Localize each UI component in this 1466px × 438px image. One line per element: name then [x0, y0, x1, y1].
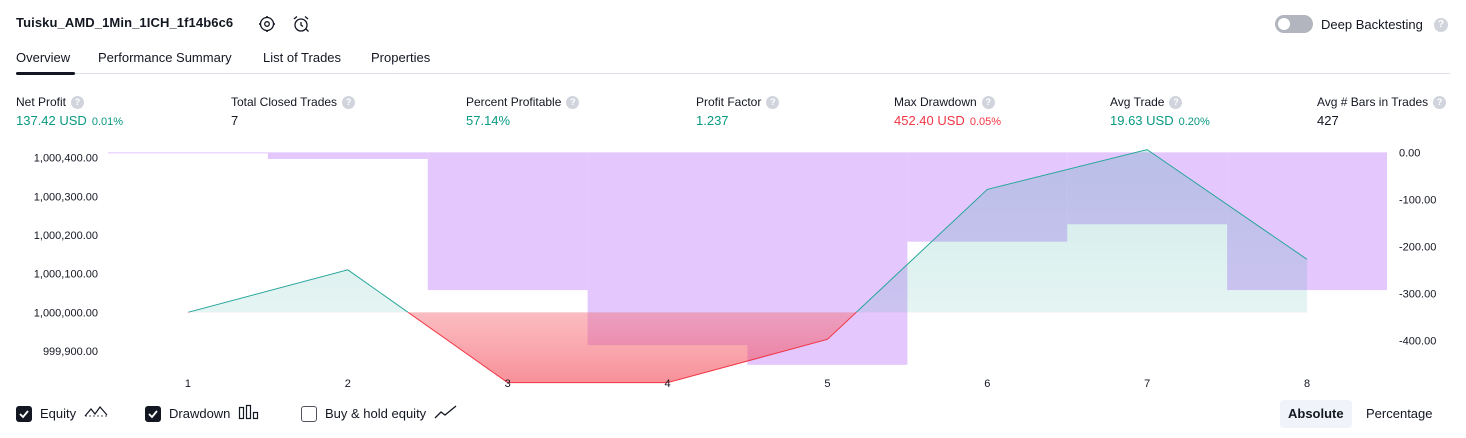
- help-icon[interactable]: ?: [342, 95, 356, 109]
- left-axis-tick: 1,000,000.00: [34, 307, 98, 319]
- help-icon[interactable]: ?: [71, 95, 85, 109]
- right-axis-tick: 0.00: [1399, 147, 1420, 159]
- equity-checkbox[interactable]: [16, 405, 32, 422]
- metric-pct-net-profit: 0.01%: [91, 116, 124, 128]
- right-axis-tick: -400.00: [1399, 335, 1436, 347]
- deep-backtesting-toggle[interactable]: [1275, 15, 1313, 33]
- right-axis-tick: -300.00: [1399, 288, 1436, 300]
- metric-value-total-closed-trades: 7: [231, 113, 239, 128]
- equity-line-icon: [84, 404, 108, 423]
- help-icon[interactable]: ?: [1169, 95, 1183, 109]
- x-axis-tick: 8: [1304, 378, 1310, 390]
- metric-label-total-closed-trades: Total Closed Trades?: [231, 95, 356, 109]
- active-tab-indicator: [16, 72, 75, 75]
- left-axis-tick: 1,000,200.00: [34, 230, 98, 242]
- metric-label-max-drawdown: Max Drawdown?: [894, 95, 995, 109]
- metric-label-profit-factor: Profit Factor?: [696, 95, 780, 109]
- left-axis-tick: 1,000,100.00: [34, 269, 98, 281]
- equity-loss-area: [187, 312, 1308, 383]
- x-axis-tick: 1: [185, 378, 191, 390]
- x-axis-tick: 3: [505, 378, 511, 390]
- legend-buy-hold[interactable]: Buy & hold equity: [301, 404, 458, 423]
- strategy-title: Tuisku_AMD_1Min_1ICH_1f14b6c6: [16, 15, 234, 30]
- percentage-mode-button[interactable]: Percentage: [1366, 406, 1433, 421]
- left-axis-tick: 999,900.00: [43, 346, 98, 358]
- equity-profit-area: [187, 149, 1308, 313]
- x-axis-tick: 7: [1144, 378, 1150, 390]
- deep-backtesting-label: Deep Backtesting: [1321, 17, 1423, 32]
- legend-equity[interactable]: Equity: [16, 404, 108, 423]
- x-axis-tick: 4: [665, 378, 671, 390]
- right-axis-tick: -100.00: [1399, 194, 1436, 206]
- tab-properties[interactable]: Properties: [371, 50, 431, 65]
- tab-performance-summary[interactable]: Performance Summary: [98, 50, 232, 65]
- tab-list-of-trades[interactable]: List of Trades: [263, 50, 342, 65]
- metric-label-avg-trade: Avg Trade?: [1110, 95, 1183, 109]
- metric-label-percent-profitable: Percent Profitable?: [466, 95, 580, 109]
- help-icon[interactable]: ?: [766, 95, 780, 109]
- metric-label-avg-bars: Avg # Bars in Trades?: [1317, 95, 1447, 109]
- buy-hold-label: Buy & hold equity: [325, 406, 427, 421]
- metric-value-max-drawdown: 452.40 USD 0.05%: [894, 113, 1002, 128]
- metric-pct-avg-trade: 0.20%: [1178, 116, 1210, 128]
- equity-line-profit: [187, 149, 1308, 313]
- tabs-divider: [16, 73, 1450, 74]
- metric-label-net-profit: Net Profit?: [16, 95, 85, 109]
- metric-value-avg-trade: 19.63 USD 0.20%: [1110, 113, 1210, 128]
- toggle-knob: [1278, 18, 1290, 30]
- drawdown-bar-3: [427, 152, 588, 291]
- x-axis-tick: 5: [824, 378, 830, 390]
- left-axis-tick: 1,000,400.00: [34, 153, 98, 165]
- x-axis-tick: 6: [984, 378, 990, 390]
- drawdown-label: Drawdown: [169, 406, 231, 421]
- help-icon[interactable]: ?: [981, 95, 995, 109]
- metric-value-percent-profitable: 57.14%: [466, 113, 511, 128]
- buy-hold-checkbox[interactable]: [301, 405, 317, 422]
- deep-backtesting-help-icon[interactable]: ?: [1434, 18, 1448, 32]
- metric-value-net-profit: 137.42 USD 0.01%: [16, 113, 124, 128]
- equity-label: Equity: [40, 406, 77, 421]
- help-icon[interactable]: ?: [1433, 95, 1447, 109]
- settings-icon[interactable]: [256, 13, 278, 35]
- drawdown-bar-2: [267, 152, 428, 159]
- absolute-mode-button[interactable]: Absolute: [1280, 400, 1352, 428]
- left-axis-tick: 1,000,300.00: [34, 191, 98, 203]
- alert-clock-icon[interactable]: [290, 13, 312, 35]
- metric-value-profit-factor: 1.237: [696, 113, 729, 128]
- help-icon[interactable]: ?: [566, 95, 580, 109]
- metric-value-avg-bars: 427: [1317, 113, 1339, 128]
- right-axis-tick: -200.00: [1399, 241, 1436, 253]
- drawdown-bar-1: [108, 152, 268, 154]
- legend-drawdown[interactable]: Drawdown: [145, 404, 260, 423]
- equity-drawdown-chart[interactable]: 1,000,400.00 1,000,300.00 1,000,200.00 1,00…: [0, 140, 1466, 395]
- metric-pct-max-drawdown: 0.05%: [969, 116, 1002, 128]
- drawdown-bars-icon: [238, 404, 260, 423]
- drawdown-checkbox[interactable]: [145, 405, 161, 422]
- buy-hold-line-icon: [434, 404, 458, 423]
- tab-overview[interactable]: Overview: [16, 50, 71, 65]
- x-axis-tick: 2: [345, 378, 351, 390]
- equity-line-loss: [187, 312, 858, 384]
